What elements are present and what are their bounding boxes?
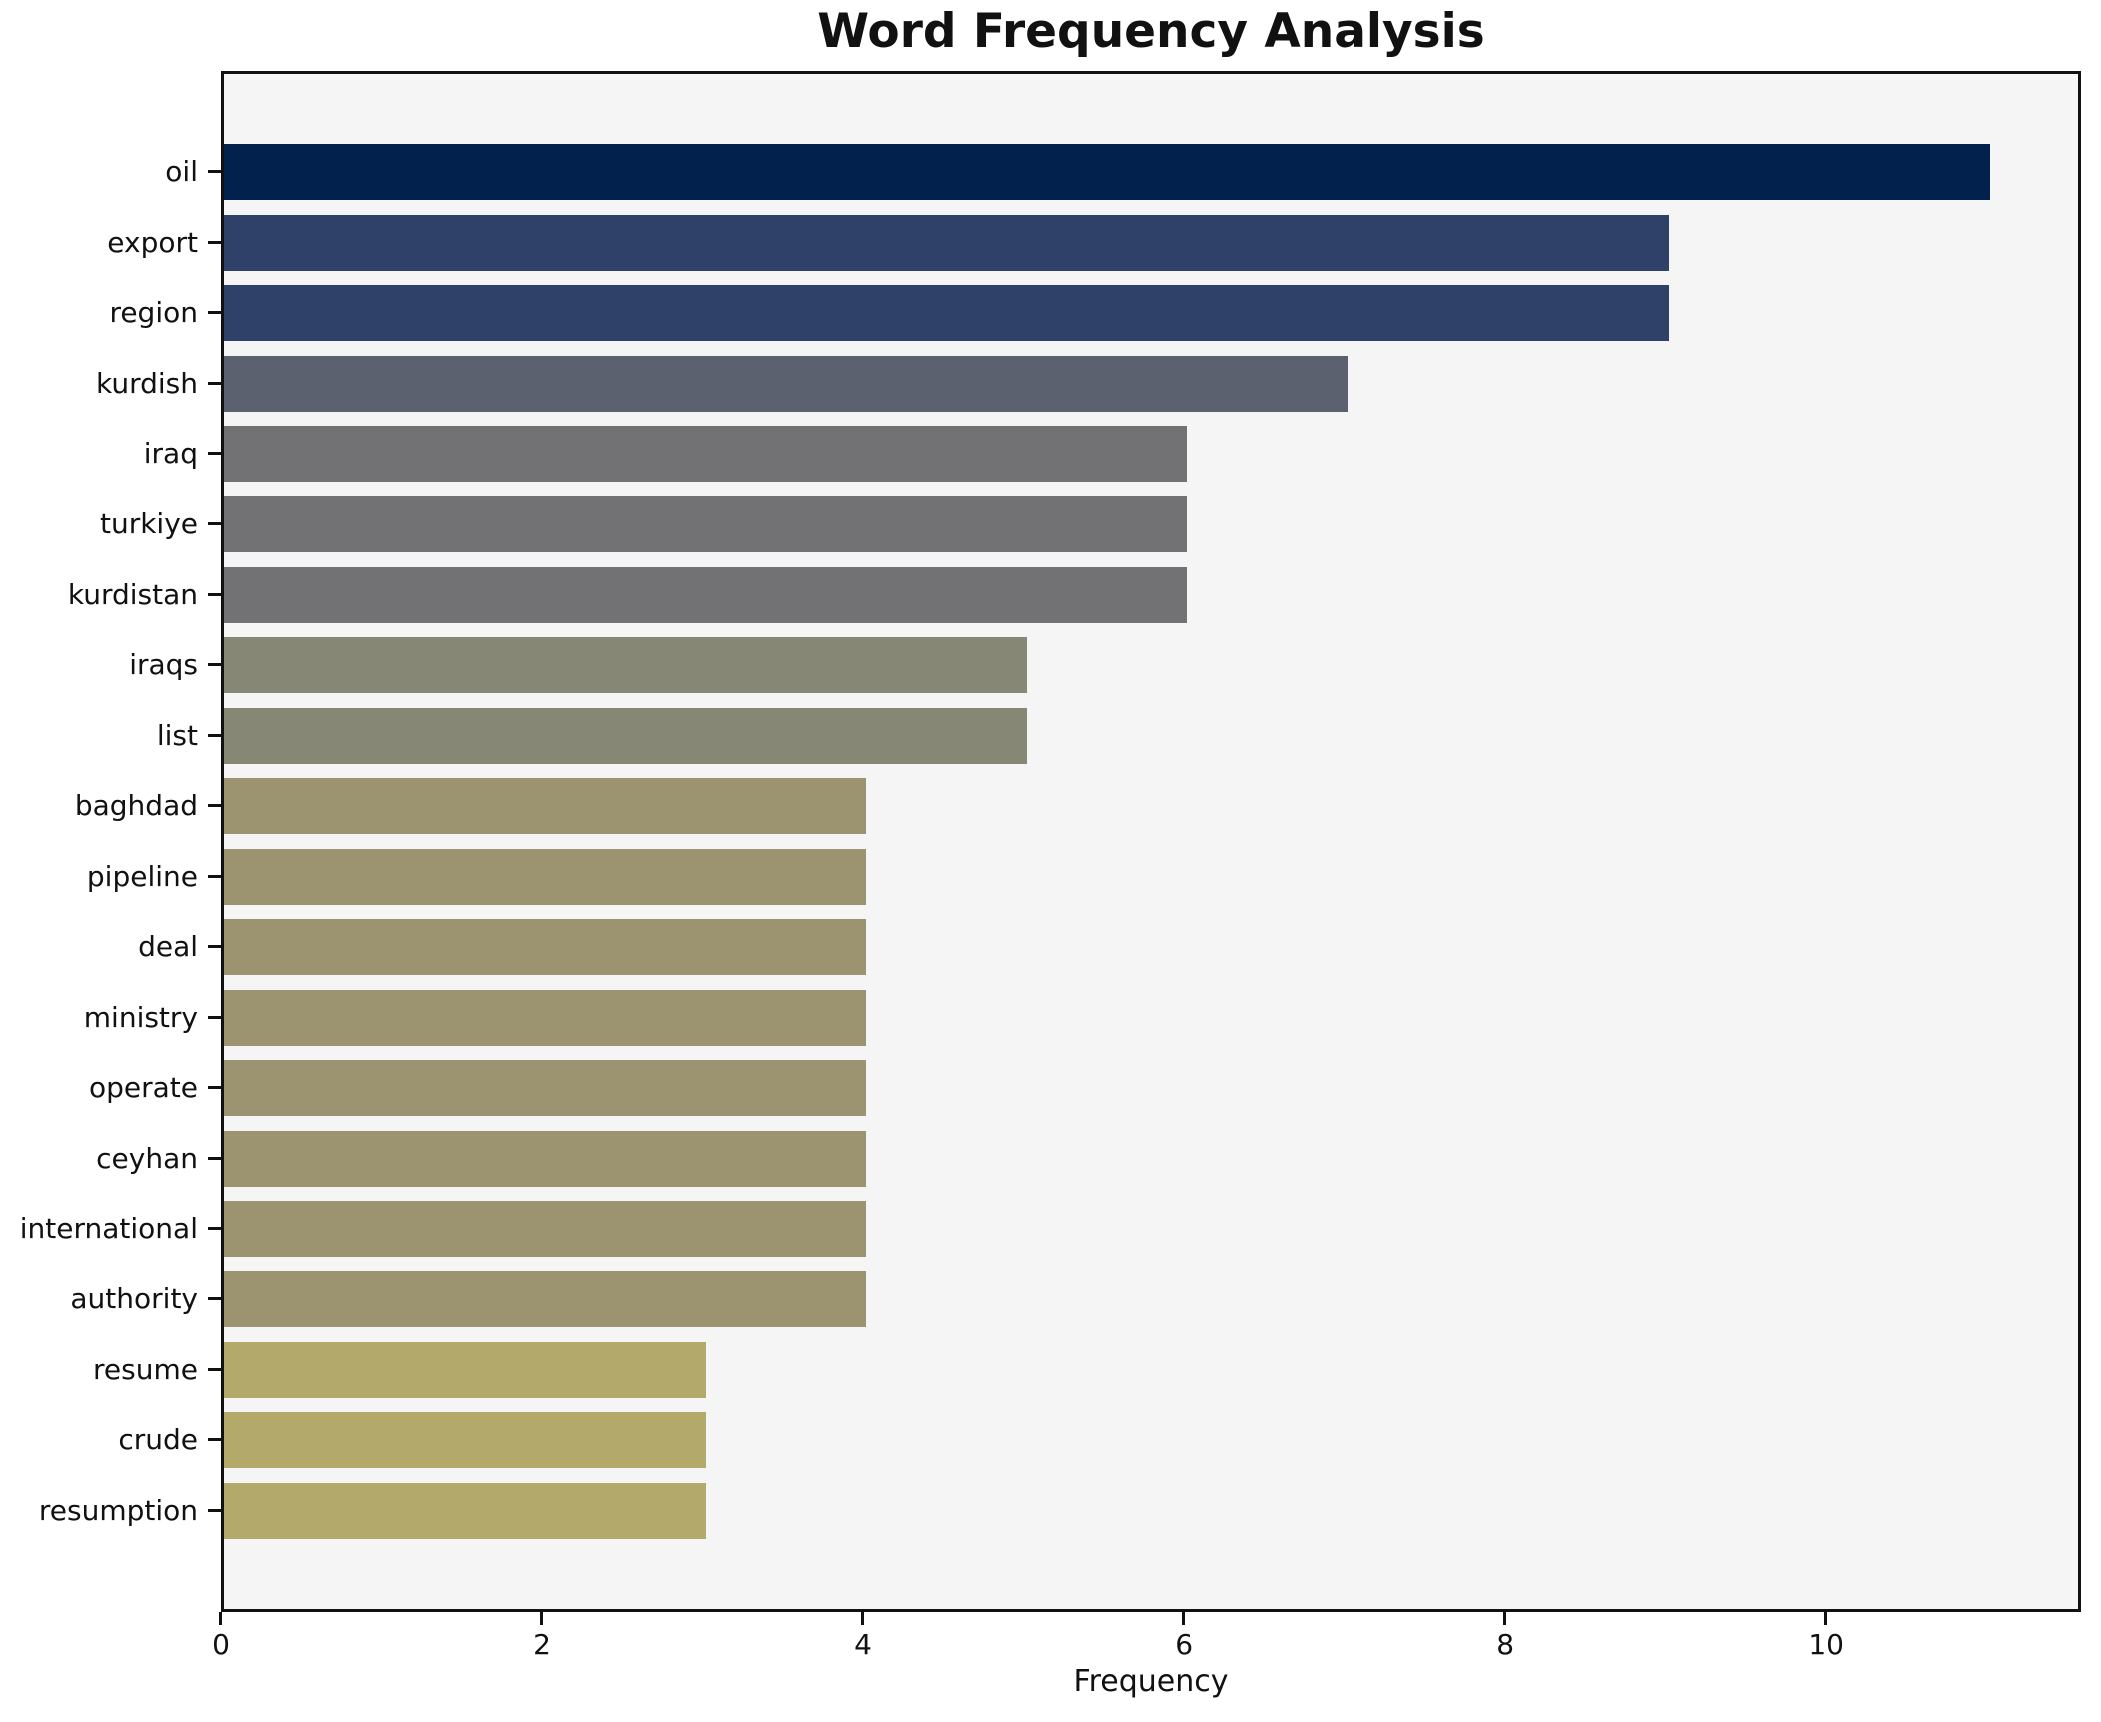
bar-row: crude	[118, 1405, 2078, 1475]
bar-row: iraqs	[129, 630, 2078, 700]
x-tick-mark	[1503, 1612, 1507, 1625]
bar-row: resumption	[39, 1476, 2078, 1546]
y-tick-mark	[208, 945, 221, 949]
y-tick-label: pipeline	[86, 859, 198, 893]
bar-resume	[224, 1341, 706, 1398]
bar-row: international	[20, 1194, 2078, 1264]
y-tick-mark	[208, 170, 221, 174]
bar-row: region	[109, 278, 2078, 348]
x-tick-mark	[1824, 1612, 1828, 1625]
bar-row: ceyhan	[96, 1123, 2078, 1193]
y-tick-label: resume	[93, 1352, 198, 1386]
y-tick-label: deal	[138, 930, 198, 964]
y-tick-label: baghdad	[74, 789, 198, 823]
y-tick-label: operate	[88, 1070, 198, 1104]
y-tick-mark	[208, 663, 221, 667]
y-tick-mark	[208, 1297, 221, 1301]
y-tick-mark	[208, 804, 221, 808]
bar-ministry	[224, 989, 867, 1046]
bar-row: authority	[70, 1264, 2078, 1334]
x-tick-label: 6	[1175, 1628, 1194, 1661]
y-tick-label: list	[156, 718, 198, 752]
x-tick-mark	[861, 1612, 865, 1625]
x-tick-mark	[1182, 1612, 1186, 1625]
bar-row: export	[107, 207, 2078, 277]
bar-row: list	[157, 701, 2078, 771]
x-tick-label: 8	[1496, 1628, 1515, 1661]
y-tick-label: kurdistan	[67, 577, 198, 611]
x-tick-mark	[540, 1612, 544, 1625]
bar-row: deal	[138, 912, 2078, 982]
bar-row: kurdish	[96, 348, 2078, 418]
y-tick-label: authority	[70, 1282, 198, 1316]
y-tick-mark	[208, 381, 221, 385]
bar-baghdad	[224, 778, 867, 835]
y-tick-label: oil	[165, 155, 198, 189]
y-tick-label: kurdish	[95, 366, 198, 400]
y-tick-label: export	[107, 225, 198, 259]
y-tick-label: iraq	[143, 436, 198, 470]
bar-authority	[224, 1271, 867, 1328]
x-tick-mark	[219, 1612, 222, 1625]
y-tick-mark	[208, 240, 221, 244]
bar-row: iraq	[144, 419, 2078, 489]
x-tick-label: 10	[1808, 1628, 1845, 1661]
x-axis-title: Frequency	[1073, 1664, 1229, 1699]
bar-row: baghdad	[75, 771, 2078, 841]
bar-pipeline	[224, 848, 867, 905]
y-tick-mark	[208, 1508, 221, 1512]
x-tick-label: 0	[212, 1628, 230, 1661]
bar-row: kurdistan	[68, 560, 2078, 630]
bar-turkiye	[224, 496, 1188, 553]
bar-row: ministry	[84, 982, 2078, 1052]
y-tick-label: resumption	[38, 1493, 198, 1527]
bar-international	[224, 1201, 867, 1258]
bar-iraq	[224, 426, 1188, 483]
bar-row: turkiye	[100, 489, 2078, 559]
y-tick-label: region	[109, 295, 198, 329]
y-tick-mark	[208, 1227, 221, 1231]
y-tick-mark	[208, 1367, 221, 1371]
bar-iraqs	[224, 637, 1027, 694]
bar-row: pipeline	[87, 842, 2078, 912]
y-tick-label: turkiye	[99, 507, 198, 541]
x-tick-label: 4	[854, 1628, 872, 1661]
y-tick-mark	[208, 522, 221, 526]
bar-operate	[224, 1060, 867, 1117]
bar-ceyhan	[224, 1130, 867, 1187]
y-tick-mark	[208, 1438, 221, 1442]
bar-kurdistan	[224, 566, 1188, 623]
chart-title: Word Frequency Analysis	[817, 4, 1485, 59]
bar-crude	[224, 1412, 706, 1469]
bar-row: operate	[89, 1053, 2078, 1123]
y-tick-mark	[208, 592, 221, 596]
bar-resumption	[224, 1482, 706, 1539]
y-tick-mark	[208, 733, 221, 737]
y-tick-mark	[208, 1086, 221, 1090]
y-tick-label: crude	[118, 1423, 198, 1457]
plot-area: oil export region kurdish iraq turkiye kurdist…	[20, 71, 2081, 1612]
y-tick-label: ministry	[83, 1000, 198, 1034]
x-tick-label: 2	[533, 1628, 551, 1661]
bar-region	[224, 285, 1669, 342]
y-tick-mark	[208, 874, 221, 878]
y-tick-mark	[208, 1015, 221, 1019]
y-tick-mark	[208, 311, 221, 315]
y-tick-label: iraqs	[129, 648, 198, 682]
bar-oil	[224, 144, 1990, 201]
y-tick-mark	[208, 452, 221, 456]
y-tick-label: international	[19, 1211, 198, 1245]
bar-export	[224, 214, 1669, 271]
y-tick-label: ceyhan	[96, 1141, 198, 1175]
bar-kurdish	[224, 355, 1348, 412]
bar-rows-container: oil export region kurdish iraq turkiye kurdist…	[20, 74, 2078, 1609]
y-tick-mark	[208, 1156, 221, 1160]
bar-row: oil	[165, 137, 2078, 207]
bar-deal	[224, 919, 867, 976]
bar-list	[224, 707, 1027, 764]
bar-row: resume	[93, 1335, 2078, 1405]
